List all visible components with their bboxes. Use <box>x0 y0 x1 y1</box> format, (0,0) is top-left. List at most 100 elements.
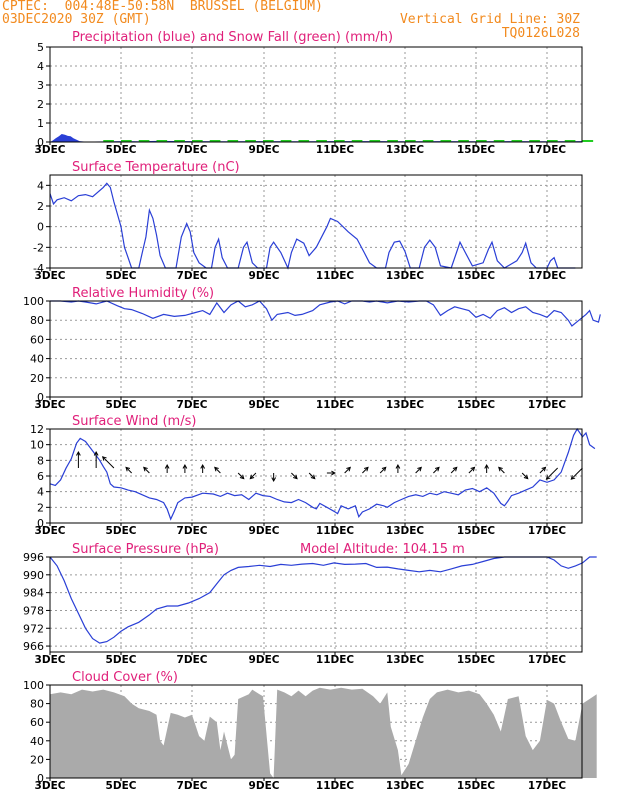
wind-arrow <box>498 467 505 474</box>
y-tick-label: 5 <box>37 41 44 54</box>
snowfall-mark <box>121 140 132 142</box>
wind-arrow-head <box>570 475 576 480</box>
y-tick-label: 0 <box>37 221 44 234</box>
wind-arrow-head <box>125 466 131 472</box>
y-tick-label: 60 <box>30 333 44 346</box>
x-tick-label: 5DEC <box>106 780 137 792</box>
x-tick-label: 13DEC <box>386 525 425 537</box>
wind-arrow <box>344 467 351 474</box>
x-tick-label: 13DEC <box>386 654 425 666</box>
panel-cloud: 0 20 40 60 80 100 3DEC 5DEC 7DEC 9DEC 11DEC 13DEC 15… <box>23 670 597 792</box>
snowfall-mark <box>476 140 487 142</box>
x-tick-label: 5DEC <box>106 144 137 156</box>
panel-title: Cloud Cover (%) <box>72 670 178 685</box>
wind-arrow-head <box>364 466 369 472</box>
panel-title: Precipitation (blue) and Snow Fall (gree… <box>72 30 393 45</box>
y-tick-label: 1 <box>37 117 44 130</box>
snowfall-mark <box>334 140 345 142</box>
y-tick-label: 10 <box>30 439 44 452</box>
wind-arrow-head <box>470 466 476 472</box>
y-tick-label: 20 <box>30 372 44 385</box>
y-tick-label: 2 <box>37 98 44 111</box>
wind-arrow <box>291 472 298 479</box>
wind-arrow-head <box>164 463 170 469</box>
wind-arrow-head <box>331 470 336 476</box>
wind-arrow-head <box>143 466 148 472</box>
snowfall-mark <box>263 140 274 142</box>
plot-frame <box>49 174 583 269</box>
x-tick-label: 11DEC <box>316 780 355 792</box>
y-tick-label: 3 <box>37 79 44 92</box>
y-tick-label: 2 <box>37 200 44 213</box>
wind-arrow <box>433 467 440 474</box>
x-tick-label: 15DEC <box>457 144 496 156</box>
y-tick-label: 0 <box>37 391 44 404</box>
x-tick-label: 17DEC <box>528 270 567 282</box>
wind-arrow <box>249 472 257 479</box>
snowfall-mark <box>405 140 416 142</box>
snowfall-mark <box>209 140 221 142</box>
x-tick-label: 3DEC <box>35 144 66 156</box>
x-tick-label: 17DEC <box>528 525 567 537</box>
y-tick-label: 40 <box>30 735 44 748</box>
plot-frame <box>49 428 583 524</box>
wind-arrow <box>570 467 583 480</box>
wind-arrow-head <box>293 474 298 480</box>
wind-arrow <box>468 467 475 474</box>
snowfall-mark <box>227 140 239 142</box>
x-tick-label: 5DEC <box>106 525 137 537</box>
panel-title: Surface Wind (m/s) <box>72 414 196 429</box>
x-tick-label: 3DEC <box>35 525 66 537</box>
x-tick-label: 7DEC <box>177 525 208 537</box>
snowfall-mark <box>422 140 434 142</box>
snowfall-mark <box>511 140 523 142</box>
snowfall-mark <box>369 140 381 142</box>
y-tick-label: 0 <box>37 517 44 530</box>
wind-arrow-head <box>182 463 188 469</box>
wind-arrow-head <box>498 466 503 472</box>
snowfall-mark <box>138 140 150 142</box>
y-tick-label: 100 <box>23 679 44 692</box>
wind-arrow <box>521 472 529 479</box>
y-tick-label: 978 <box>23 604 44 617</box>
snowfall-mark <box>156 140 168 142</box>
y-tick-label: 20 <box>30 753 44 766</box>
run-date: 03DEC2020 30Z (GMT) <box>2 12 151 27</box>
panel-temperature: -4 -2 0 2 4 3DEC 5DEC 7DEC 9DEC 11DEC 13DEC 15DEC 17… <box>33 160 583 282</box>
snowfall-mark <box>529 140 540 142</box>
x-tick-label: 17DEC <box>528 144 567 156</box>
y-tick-label: 990 <box>23 569 44 582</box>
x-tick-label: 7DEC <box>177 270 208 282</box>
wind-arrow-head <box>271 477 277 483</box>
x-tick-label: 3DEC <box>35 270 66 282</box>
wind-arrow-head <box>76 450 81 456</box>
x-tick-label: 15DEC <box>457 780 496 792</box>
x-tick-label: 3DEC <box>35 780 66 792</box>
panel-humidity: 0 20 40 60 80 100 3DEC 5DEC 7DEC 9DEC 11DEC 13DEC 15… <box>23 286 601 411</box>
snowfall-mark <box>351 140 363 142</box>
x-tick-label: 17DEC <box>528 399 567 411</box>
snowfall-mark <box>493 140 505 142</box>
y-tick-label: 984 <box>23 587 44 600</box>
x-tick-label: 7DEC <box>177 144 208 156</box>
y-tick-label: 0 <box>37 136 44 149</box>
plot-frame <box>49 300 583 398</box>
station-info: CPTEC: 004:48E-50:58N BRUSSEL (BELGIUM) <box>2 0 323 14</box>
snowfall-mark <box>174 140 185 142</box>
wind-arrow <box>237 472 245 479</box>
x-tick-label: 17DEC <box>528 654 567 666</box>
wind-arrow <box>362 467 369 474</box>
plot-frame <box>49 46 583 143</box>
x-tick-label: 9DEC <box>249 270 280 282</box>
model-altitude-label: Model Altitude: 104.15 m <box>300 542 465 557</box>
wind-arrow-head <box>239 474 245 480</box>
series-line-wind <box>49 427 596 521</box>
wind-arrow <box>415 467 422 474</box>
wind-arrow-head <box>249 474 255 480</box>
wind-arrow <box>214 467 221 474</box>
y-tick-label: 80 <box>30 698 44 711</box>
wind-arrow <box>450 467 458 474</box>
panel-title: Surface Temperature (nC) <box>72 160 240 175</box>
wind-arrow-head <box>346 466 351 472</box>
